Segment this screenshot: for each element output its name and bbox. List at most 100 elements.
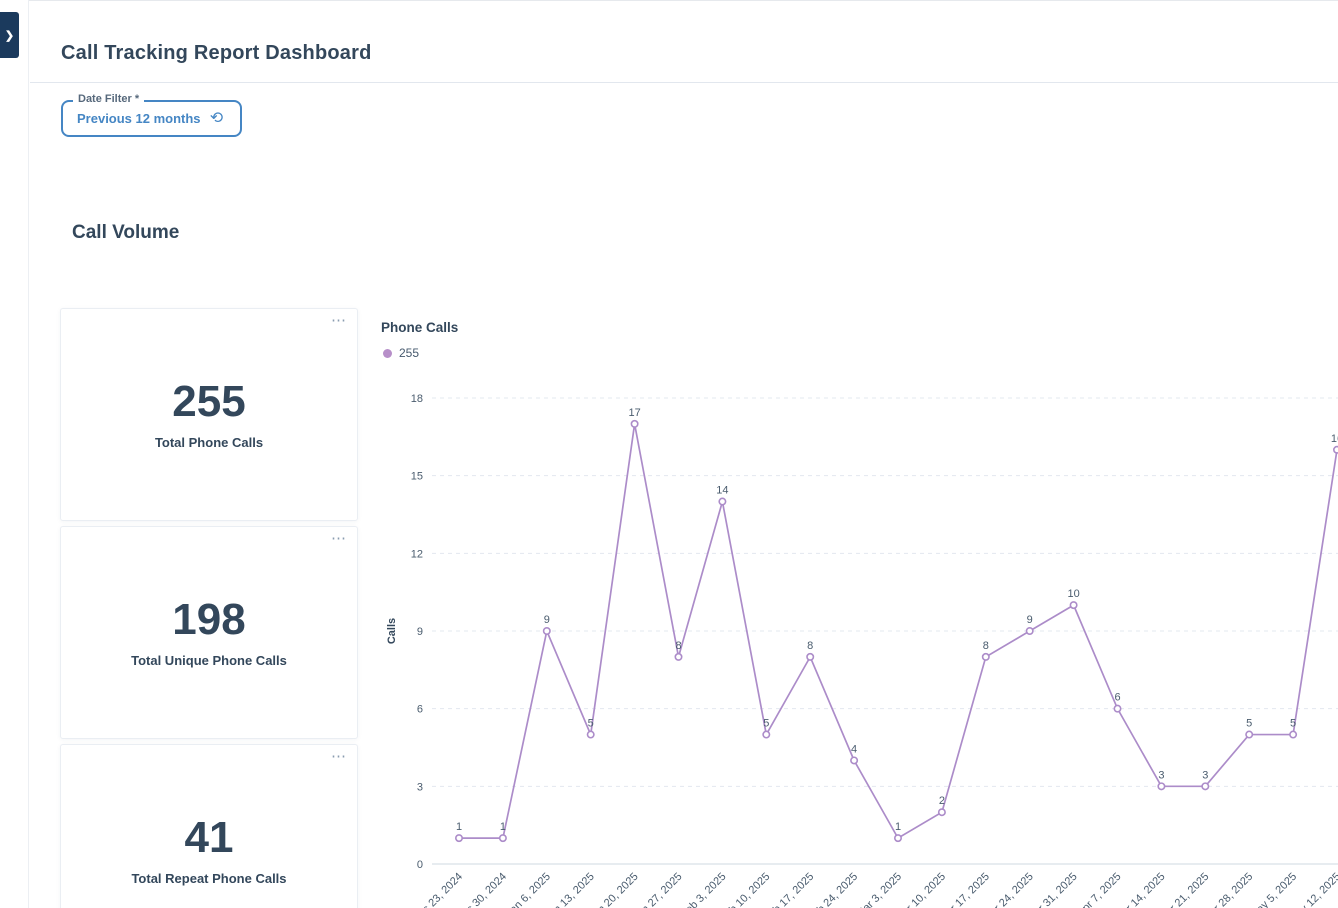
kpi-label: Total Phone Calls: [154, 434, 264, 450]
kpi-label: Total Repeat Phone Calls: [131, 870, 287, 886]
data-point[interactable]: [1245, 730, 1254, 739]
data-point-label: 8: [675, 640, 681, 652]
x-tick-label: Apr 14, 2025: [1114, 871, 1167, 908]
kpi-label: Total Unique Phone Calls: [131, 652, 287, 668]
x-tick-label: Apr 28, 2025: [1202, 871, 1255, 908]
data-point[interactable]: [937, 808, 946, 817]
data-point[interactable]: [586, 730, 595, 739]
y-tick-label: 9: [417, 626, 423, 638]
kpi-cards: ⋯ 255 Total Phone Calls ⋯ 198 Total Uniq…: [60, 308, 358, 908]
ellipsis-icon: ⋯: [331, 312, 347, 329]
data-point-label: 5: [1290, 718, 1296, 730]
data-point[interactable]: [674, 652, 683, 661]
data-point-label: 2: [939, 795, 945, 807]
y-tick-label: 6: [417, 704, 423, 716]
legend-dot-icon: [383, 348, 392, 358]
data-point-label: 9: [1027, 614, 1033, 626]
data-point[interactable]: [498, 834, 507, 843]
kpi-value: 198: [172, 595, 246, 645]
y-tick-label: 3: [417, 781, 423, 793]
date-filter[interactable]: Date Filter * Previous 12 months ⟳: [61, 93, 242, 137]
data-point-label: 1: [456, 821, 462, 833]
x-tick-label: Feb 10, 2025: [718, 871, 772, 908]
top-border: [0, 0, 1338, 1]
chart-title: Phone Calls: [381, 320, 459, 335]
x-tick-label: Jan 27, 2025: [631, 871, 684, 908]
chevron-right-icon: ❯: [4, 29, 15, 42]
y-tick-label: 15: [411, 471, 423, 483]
card-options-button[interactable]: ⋯: [331, 749, 347, 764]
page-title: Call Tracking Report Dashboard: [61, 42, 372, 64]
x-tick-label: Jan 6, 2025: [504, 871, 553, 908]
data-point-label: 10: [1067, 588, 1079, 600]
data-point-label: 4: [851, 743, 857, 755]
data-point-label: 8: [807, 640, 813, 652]
section-title: Call Volume: [72, 222, 180, 243]
left-rail: ❯: [0, 0, 29, 908]
x-tick-label: Mar 3, 2025: [854, 871, 904, 908]
y-axis-title: Calls: [386, 618, 398, 644]
data-point-label: 5: [763, 718, 769, 730]
sidebar-expand-button[interactable]: ❯: [0, 12, 19, 58]
data-point-label: 9: [544, 614, 550, 626]
kpi-card-total-repeat-phone-calls: ⋯ 41 Total Repeat Phone Calls: [60, 744, 358, 908]
data-point[interactable]: [981, 652, 990, 661]
x-tick-label: Feb 3, 2025: [679, 871, 729, 908]
data-point[interactable]: [806, 652, 815, 661]
x-tick-label: May 5, 2025: [1248, 871, 1299, 908]
data-point-label: 8: [983, 640, 989, 652]
legend-label: 255: [399, 346, 420, 360]
data-point[interactable]: [1025, 627, 1034, 636]
ellipsis-icon: ⋯: [331, 748, 347, 765]
x-tick-label: Feb 17, 2025: [762, 871, 816, 908]
data-point[interactable]: [893, 834, 902, 843]
data-point-label: 6: [1114, 692, 1120, 704]
data-point[interactable]: [1113, 704, 1122, 713]
y-tick-label: 0: [417, 859, 423, 871]
ellipsis-icon: ⋯: [331, 530, 347, 547]
x-tick-label: Jan 13, 2025: [543, 871, 596, 908]
chart-legend-item[interactable]: 255: [383, 346, 419, 360]
x-tick-label: Jan 20, 2025: [587, 871, 640, 908]
kpi-card-total-unique-phone-calls: ⋯ 198 Total Unique Phone Calls: [60, 526, 358, 739]
data-point[interactable]: [1157, 782, 1166, 791]
x-tick-label: Apr 7, 2025: [1075, 871, 1124, 908]
data-point[interactable]: [1201, 782, 1210, 791]
main-content: Call Tracking Report Dashboard Date Filt…: [30, 0, 1338, 908]
date-filter-label: Date Filter *: [73, 93, 145, 105]
x-tick-label: Mar 17, 2025: [938, 871, 992, 908]
kpi-value: 255: [172, 377, 246, 427]
data-point-label: 1: [500, 821, 506, 833]
x-tick-label: Mar 24, 2025: [981, 871, 1035, 908]
refresh-icon[interactable]: ⟳: [209, 109, 223, 127]
x-tick-label: Feb 24, 2025: [806, 871, 860, 908]
data-point[interactable]: [542, 627, 551, 636]
data-point[interactable]: [850, 756, 859, 765]
data-point-label: 17: [628, 407, 640, 419]
data-point[interactable]: [1069, 601, 1078, 610]
data-point-label: 3: [1202, 769, 1208, 781]
data-point-label: 5: [588, 718, 594, 730]
x-tick-label: Apr 21, 2025: [1158, 871, 1211, 908]
kpi-value: 41: [184, 813, 234, 863]
y-tick-label: 18: [411, 393, 423, 405]
card-options-button[interactable]: ⋯: [331, 531, 347, 546]
x-tick-label: Dec 23, 2024: [410, 871, 465, 908]
card-options-button[interactable]: ⋯: [331, 313, 347, 328]
data-point[interactable]: [1289, 730, 1298, 739]
data-point[interactable]: [630, 419, 639, 428]
data-point[interactable]: [762, 730, 771, 739]
data-point[interactable]: [455, 834, 464, 843]
data-point-label: 14: [716, 485, 728, 497]
kpi-card-total-phone-calls: ⋯ 255 Total Phone Calls: [60, 308, 358, 521]
x-tick-label: Mar 31, 2025: [1025, 871, 1079, 908]
phone-calls-chart-panel: Phone Calls 255 0 3 6 9 12 15 18 Calls Dec 23, 2…: [365, 310, 1338, 908]
data-point[interactable]: [1333, 445, 1338, 454]
data-point-label: 3: [1158, 769, 1164, 781]
x-tick-label: Dec 30, 2024: [454, 871, 509, 908]
data-point-label: 16: [1331, 433, 1338, 445]
header-divider: [30, 82, 1338, 83]
data-point[interactable]: [718, 497, 727, 506]
